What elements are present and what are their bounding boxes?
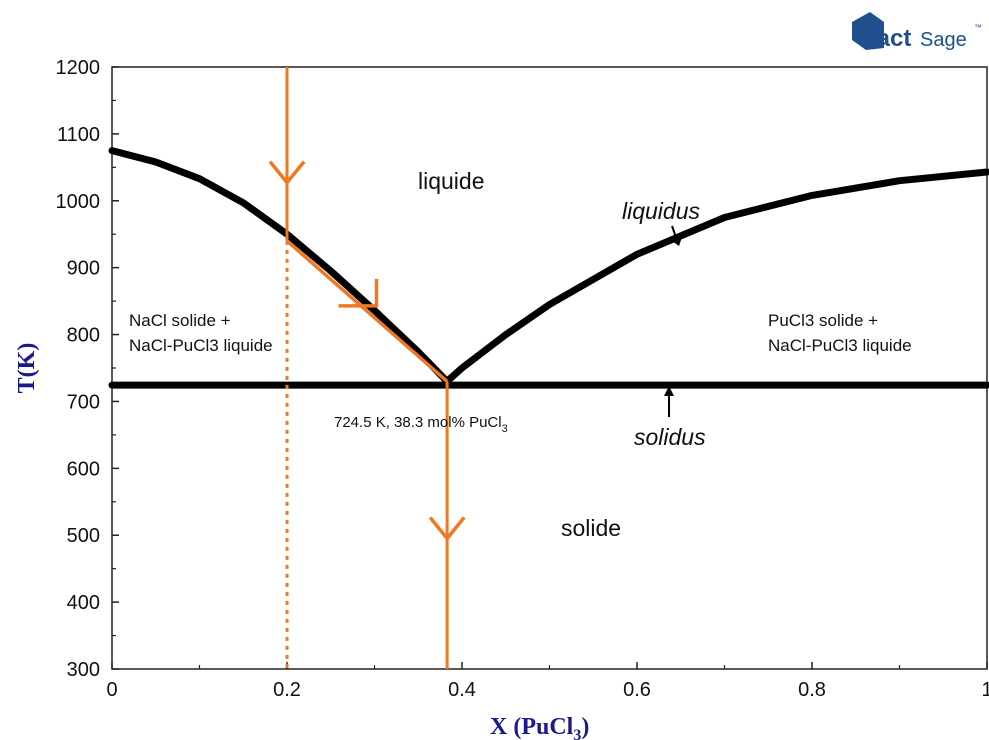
x-axis-title-close: ) [581,714,589,740]
y-tick-label: 700 [67,391,100,413]
y-tick-label: 500 [67,525,100,547]
x-axis-title: X (PuCl3) [490,714,589,740]
eutectic-label: 724.5 K, 38.3 mol% PuCl3 [334,414,508,435]
y-tick-label: 1200 [56,57,101,79]
solidus-pointer-arrow [664,386,674,417]
y-tick-label: 300 [67,659,100,681]
series-line-1 [443,168,989,385]
x-tick-label: 0 [106,679,117,701]
y-axis-title: T(K) [14,343,40,394]
eutectic-label-main: 724.5 K, 38.3 mol% PuCl [334,414,502,431]
cooling-arrow-slope [338,278,379,308]
solide-label: solide [561,515,621,541]
liquide-label: liquide [418,168,485,194]
x-tick-label: 0.2 [273,679,301,701]
liquidus-label: liquidus [622,198,700,224]
ticks-layer: 0 0.2 0.4 0.6 0.8 1 300 400 500 600 700 800 900 1000 1… [56,57,989,701]
y-tick-label: 900 [67,258,100,280]
plot-frame [111,66,988,670]
logo-shape [852,12,884,50]
logo-fact-text: Fact [862,25,911,52]
y-tick-label: 400 [67,592,100,614]
cooling-arrow-top [268,160,306,186]
logo-sage-text: Sage [920,29,967,51]
right-region-line2: NaCl-PuCl3 liquide [768,336,912,355]
x-axis-title-main: X (PuCl [490,714,574,740]
solidus-label: solidus [634,424,706,450]
factsage-logo: Fact Sage ™ [852,12,982,52]
y-tick-label: 1000 [56,191,101,213]
right-region-line1: PuCl3 solide + [768,311,878,330]
eutectic-label-sub: 3 [502,423,508,435]
y-tick-label: 600 [67,458,100,480]
logo-tm-text: ™ [974,23,982,32]
y-tick-label: 1100 [57,124,100,146]
x-tick-label: 0.8 [798,679,826,701]
x-tick-label: 0.6 [623,679,651,701]
x-tick-label: 1 [981,679,989,701]
y-tick-label: 800 [67,325,100,347]
cooling-path-liquidus [285,239,449,383]
cooling-arrow-bottom [428,516,466,542]
left-region-line2: NaCl-PuCl3 liquide [129,336,273,355]
x-axis-title-sub: 3 [573,727,581,740]
left-region-line1: NaCl solide + [129,311,231,330]
liquidus-pointer-arrow [671,225,682,246]
cooling-path-layer [268,67,466,669]
x-tick-label: 0.4 [448,679,476,701]
